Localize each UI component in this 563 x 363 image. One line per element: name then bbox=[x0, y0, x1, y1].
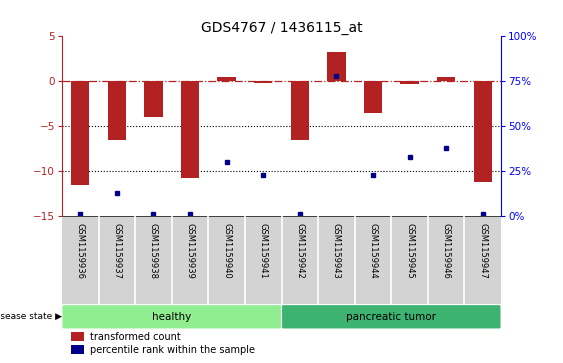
Title: GDS4767 / 1436115_at: GDS4767 / 1436115_at bbox=[200, 21, 363, 35]
Text: GSM1159940: GSM1159940 bbox=[222, 223, 231, 279]
Text: GSM1159942: GSM1159942 bbox=[296, 223, 304, 279]
Text: pancreatic tumor: pancreatic tumor bbox=[346, 312, 436, 322]
Text: GSM1159945: GSM1159945 bbox=[405, 223, 414, 279]
FancyBboxPatch shape bbox=[62, 305, 282, 329]
Bar bbox=[217, 77, 236, 81]
Bar bbox=[254, 81, 272, 83]
Text: GSM1159938: GSM1159938 bbox=[149, 223, 158, 279]
Bar bbox=[108, 81, 126, 140]
Bar bbox=[400, 81, 419, 84]
Text: GSM1159939: GSM1159939 bbox=[186, 223, 194, 279]
Text: GSM1159944: GSM1159944 bbox=[369, 223, 377, 279]
Bar bbox=[437, 77, 455, 81]
Text: GSM1159946: GSM1159946 bbox=[442, 223, 450, 279]
Bar bbox=[144, 81, 163, 117]
Bar bbox=[71, 333, 84, 342]
Text: GSM1159936: GSM1159936 bbox=[76, 223, 84, 279]
FancyBboxPatch shape bbox=[282, 305, 501, 329]
Text: disease state ▶: disease state ▶ bbox=[0, 312, 62, 321]
Text: GSM1159947: GSM1159947 bbox=[479, 223, 487, 279]
Bar bbox=[71, 81, 90, 184]
Text: GSM1159941: GSM1159941 bbox=[259, 223, 267, 279]
Bar bbox=[181, 81, 199, 178]
Bar bbox=[71, 345, 84, 354]
Bar bbox=[473, 81, 492, 182]
Text: GSM1159943: GSM1159943 bbox=[332, 223, 341, 279]
Text: healthy: healthy bbox=[152, 312, 191, 322]
Text: percentile rank within the sample: percentile rank within the sample bbox=[91, 345, 256, 355]
Bar bbox=[291, 81, 309, 140]
Text: GSM1159937: GSM1159937 bbox=[113, 223, 121, 279]
Bar bbox=[327, 53, 346, 81]
Text: transformed count: transformed count bbox=[91, 332, 181, 342]
Bar bbox=[364, 81, 382, 113]
